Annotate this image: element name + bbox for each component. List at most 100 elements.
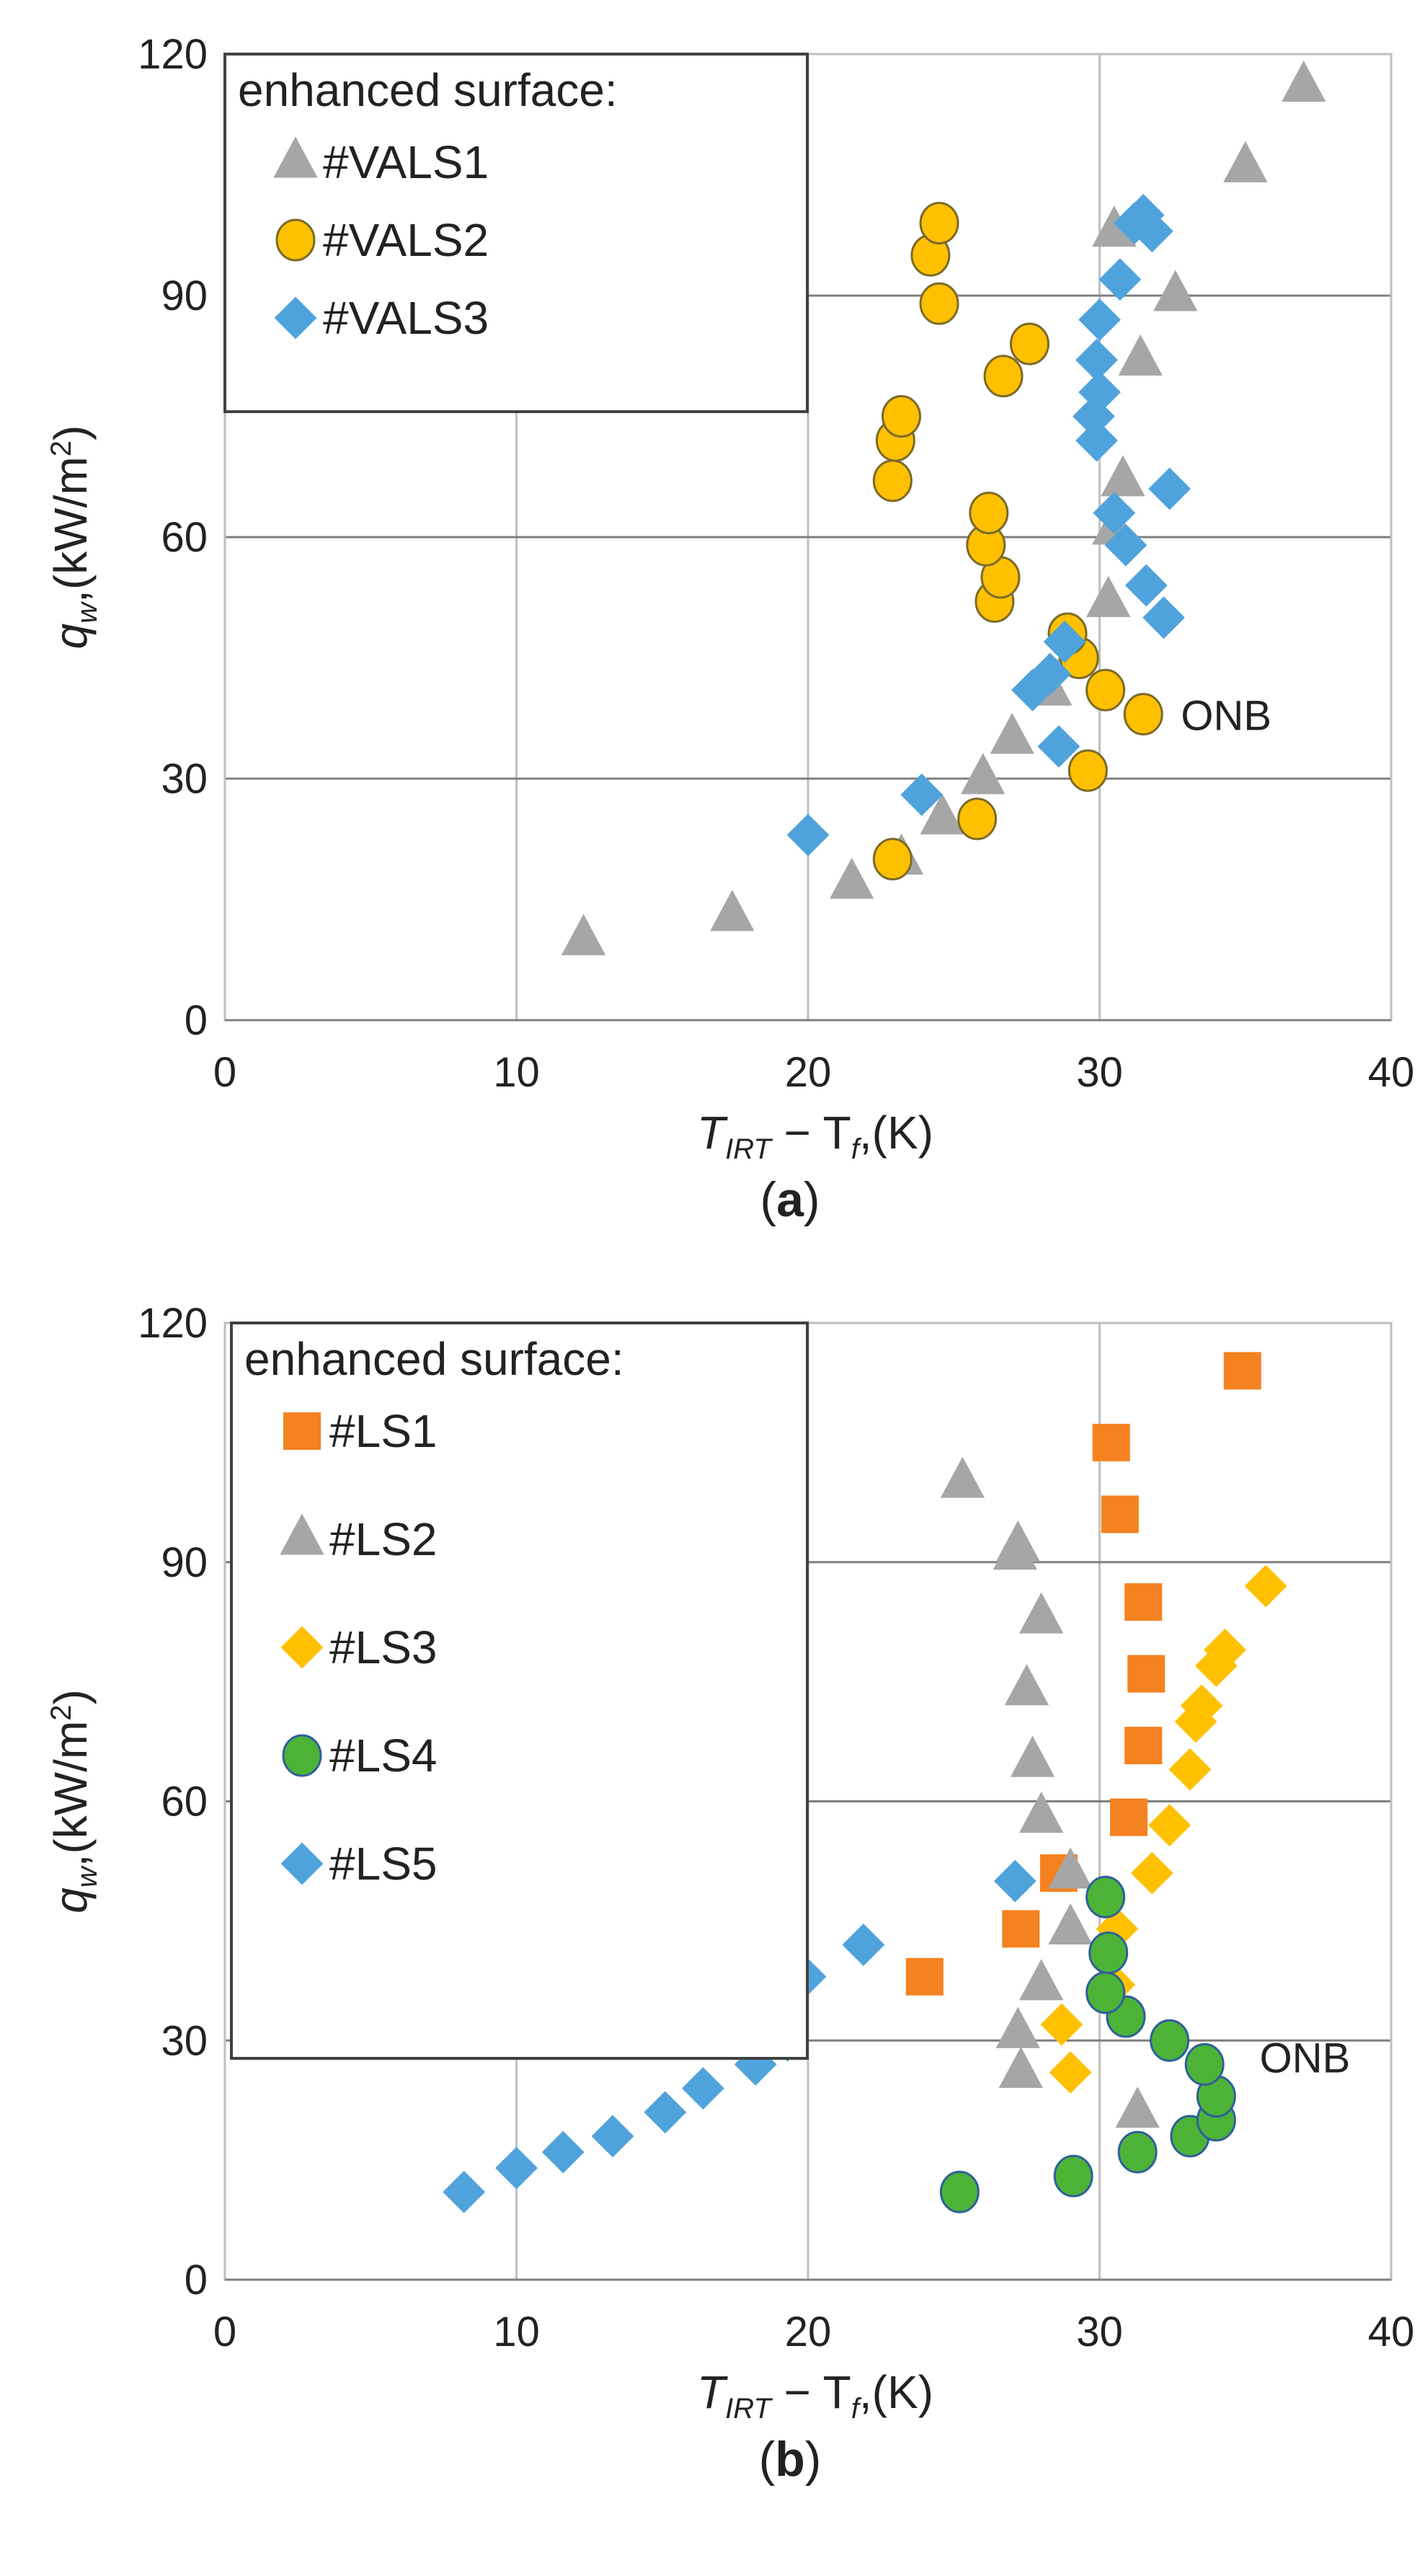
data-point-vals2 — [872, 838, 913, 881]
data-point-ls1 — [1127, 1655, 1166, 1693]
x-tick-label: 10 — [493, 2309, 540, 2355]
data-point-ls1 — [905, 1957, 944, 1996]
data-point-ls4 — [1086, 1875, 1126, 1918]
data-point-vals1 — [830, 857, 874, 899]
data-point-vals3 — [1093, 492, 1136, 534]
series-ls4 — [939, 1875, 1236, 2213]
data-point-vals2 — [881, 395, 921, 438]
data-point-ls1 — [1092, 1423, 1130, 1461]
y-tick-label: 120 — [138, 1300, 208, 1347]
legend-marker-vals2 — [275, 218, 316, 262]
y-tick-label: 120 — [138, 31, 208, 78]
series-ls2 — [940, 1456, 1160, 2128]
data-point-ls2 — [1019, 1592, 1064, 1634]
data-point-ls4 — [1086, 1971, 1126, 2014]
panel-label: (a) — [760, 1172, 820, 1227]
y-tick-label: 0 — [185, 997, 208, 1044]
y-axis-label: qw,(kW/m2) — [45, 1689, 103, 1913]
data-point-ls2 — [940, 1456, 985, 1498]
y-axis-label: qw,(kW/m2) — [45, 425, 103, 650]
data-point-ls5 — [681, 2067, 724, 2110]
data-point-ls2 — [1115, 2086, 1160, 2128]
y-tick-label: 60 — [161, 514, 208, 561]
y-tick-label: 90 — [161, 273, 208, 319]
data-point-vals3 — [1124, 564, 1168, 607]
panel-label: (b) — [759, 2432, 822, 2487]
data-point-ls2 — [1019, 1959, 1064, 2001]
data-point-ls1 — [1223, 1352, 1261, 1390]
data-point-vals2 — [983, 355, 1024, 398]
x-tick-label: 30 — [1076, 2309, 1123, 2355]
legend-title: enhanced surface: — [238, 64, 618, 116]
x-tick-label: 20 — [785, 2309, 832, 2355]
legend-title: enhanced surface: — [244, 1333, 624, 1385]
data-point-vals3 — [900, 773, 944, 816]
data-point-ls3 — [1049, 2051, 1092, 2094]
data-point-vals2 — [919, 282, 959, 325]
series-ls1 — [905, 1352, 1261, 1996]
legend-box — [223, 53, 809, 413]
legend: enhanced surface: #VALS1 #VALS2 #VALS3 — [223, 53, 809, 413]
data-point-vals2 — [1068, 749, 1108, 792]
x-axis-label: TIRT − Tf,(K) — [697, 1107, 933, 1165]
data-point-vals2 — [969, 492, 1009, 534]
data-point-ls1 — [1124, 1727, 1163, 1765]
data-point-ls2 — [995, 2006, 1040, 2048]
data-point-vals1 — [710, 890, 755, 931]
data-point-ls4 — [1053, 2154, 1093, 2197]
x-tick-label: 0 — [213, 2309, 236, 2355]
data-point-ls1 — [1101, 1495, 1139, 1533]
data-point-vals3 — [1099, 258, 1142, 301]
data-point-vals3 — [786, 813, 830, 857]
data-point-ls4 — [1088, 1931, 1129, 1975]
data-point-vals1 — [1101, 455, 1145, 497]
data-point-ls2 — [1010, 1735, 1055, 1777]
y-tick-label: 90 — [161, 1539, 208, 1586]
legend-label-ls3: #LS3 — [329, 1621, 437, 1673]
data-point-ls5 — [541, 2130, 585, 2174]
data-point-ls5 — [842, 1924, 885, 1966]
legend-label-vals2: #VALS2 — [323, 214, 489, 266]
data-point-ls2 — [1048, 1903, 1093, 1944]
data-point-ls4 — [939, 2170, 980, 2213]
legend-label-vals3: #VALS3 — [323, 292, 489, 344]
data-point-ls3 — [1040, 2003, 1083, 2046]
data-point-ls4 — [1150, 2019, 1190, 2062]
data-point-ls5 — [591, 2115, 634, 2158]
data-point-ls3 — [1148, 1804, 1191, 1847]
onb-annotation: ONB — [1181, 693, 1272, 740]
data-point-ls3 — [1130, 1851, 1173, 1895]
data-point-vals1 — [961, 753, 1006, 795]
data-point-ls5 — [495, 2146, 538, 2190]
data-point-vals1 — [1281, 61, 1326, 102]
data-point-vals1 — [1223, 141, 1268, 182]
data-point-ls1 — [1124, 1583, 1163, 1621]
legend-label-ls4: #LS4 — [329, 1730, 437, 1781]
data-point-vals3 — [1029, 652, 1072, 696]
legend-marker-vals1 — [273, 136, 318, 178]
data-point-vals3 — [1075, 338, 1118, 381]
legend-label-ls5: #LS5 — [329, 1838, 437, 1890]
data-point-vals3 — [1104, 523, 1148, 567]
y-tick-label: 30 — [161, 2017, 208, 2064]
legend-marker-ls1 — [283, 1412, 321, 1450]
data-point-ls5 — [993, 1859, 1037, 1903]
legend-marker-vals3 — [274, 296, 317, 340]
y-tick-label: 60 — [161, 1779, 208, 1825]
data-point-vals2 — [1123, 693, 1163, 736]
data-point-vals1 — [561, 913, 606, 955]
y-tick-label: 30 — [161, 756, 208, 802]
data-point-vals3 — [1078, 371, 1121, 414]
panel-a-scatter-chart: 0 10 20 30 40 0 30 60 90 120 TIRT − Tf,(K) qw,(kW/m… — [45, 31, 1414, 1227]
data-point-ls2 — [1048, 1847, 1093, 1889]
data-point-ls2 — [998, 2046, 1043, 2089]
data-point-ls2 — [1004, 1664, 1050, 1706]
x-tick-label: 40 — [1368, 1049, 1415, 1096]
data-point-ls4 — [1117, 2130, 1158, 2174]
data-point-vals3 — [1037, 725, 1080, 768]
data-point-vals1 — [1118, 334, 1163, 376]
data-point-vals1 — [920, 793, 964, 835]
legend-marker-ls5 — [280, 1842, 324, 1885]
legend-marker-ls3 — [280, 1626, 324, 1669]
